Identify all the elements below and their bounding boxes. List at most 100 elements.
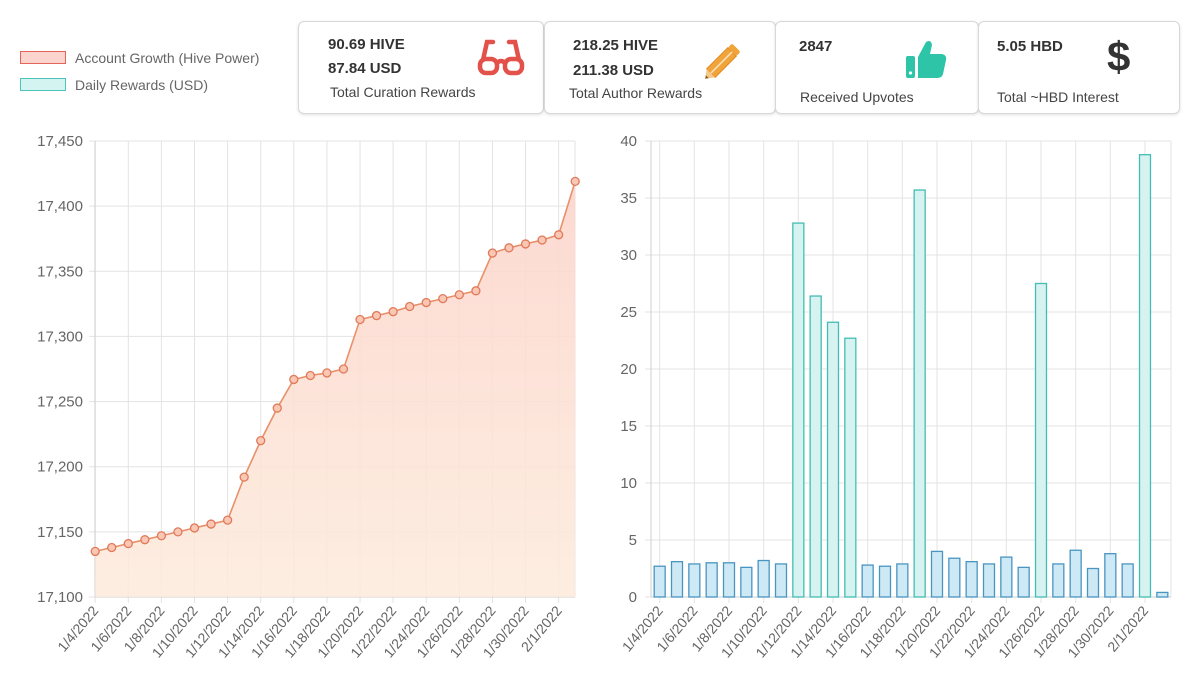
y-tick-label: 30 bbox=[620, 247, 637, 264]
pencil-icon bbox=[703, 37, 747, 86]
data-point-1-24-2022 bbox=[421, 297, 431, 308]
legend-label-daily-rewards: Daily Rewards (USD) bbox=[75, 76, 209, 93]
bar-1-14-2022 bbox=[826, 321, 840, 598]
y-tick-label: 17,150 bbox=[37, 524, 83, 541]
bar-1-15-2022 bbox=[844, 337, 857, 598]
interest-caption: Total ~HBD Interest bbox=[997, 89, 1119, 105]
y-tick-label: 0 bbox=[629, 589, 637, 606]
upvotes-caption: Received Upvotes bbox=[800, 89, 914, 105]
data-point-1-4-2022 bbox=[90, 546, 100, 557]
bar-1-6-2022 bbox=[688, 563, 701, 598]
upvotes-card: 2847 Received Upvotes bbox=[775, 21, 979, 114]
bar-1-22-2022 bbox=[965, 561, 978, 598]
bar-1-10-2022 bbox=[757, 559, 770, 598]
data-point-1-30-2022 bbox=[520, 239, 531, 249]
bar-1-20-2022 bbox=[930, 550, 944, 598]
bar-1-13-2022 bbox=[809, 295, 822, 598]
data-point-1-19-2022 bbox=[338, 364, 349, 374]
data-point-1-28-2022 bbox=[487, 248, 498, 258]
bar-1-25-2022 bbox=[1017, 566, 1030, 598]
bar-1-30-2022 bbox=[1104, 553, 1117, 598]
author-rewards-caption: Total Author Rewards bbox=[569, 85, 703, 101]
y-tick-label: 20 bbox=[620, 361, 637, 378]
data-point-1-15-2022 bbox=[272, 403, 282, 413]
curation-rewards-card: 90.69 HIVE 87.84 USD Total Curation Rewa… bbox=[298, 21, 544, 114]
curation-usd-value: 87.84 USD bbox=[328, 60, 402, 77]
bar-1-18-2022 bbox=[896, 563, 909, 598]
bar-2-1-2022 bbox=[1138, 154, 1152, 598]
data-point-1-11-2022 bbox=[206, 519, 216, 529]
data-point-1-18-2022 bbox=[322, 368, 332, 378]
y-tick-label: 17,300 bbox=[37, 328, 83, 345]
legend-swatch-daily-rewards bbox=[20, 78, 66, 91]
y-tick-label: 17,350 bbox=[37, 263, 83, 280]
bar-1-31-2022 bbox=[1121, 563, 1134, 598]
thumbs-up-icon bbox=[904, 38, 948, 85]
bar-1-21-2022 bbox=[948, 557, 961, 598]
y-tick-label: 17,250 bbox=[37, 394, 83, 411]
data-point-1-23-2022 bbox=[405, 301, 415, 312]
bar-1-29-2022 bbox=[1086, 567, 1100, 598]
legend-item-account-growth[interactable]: Account Growth (Hive Power) bbox=[20, 44, 259, 71]
legend-swatch-account-growth bbox=[20, 51, 66, 64]
curation-rewards-caption: Total Curation Rewards bbox=[330, 84, 476, 100]
data-point-1-10-2022 bbox=[189, 523, 200, 533]
data-point-1-17-2022 bbox=[305, 370, 316, 381]
y-tick-label: 5 bbox=[629, 532, 637, 549]
y-tick-label: 17,100 bbox=[37, 589, 83, 606]
bar-2-2-2022 bbox=[1156, 591, 1169, 598]
data-point-1-20-2022 bbox=[355, 314, 365, 325]
glasses-icon bbox=[477, 38, 525, 83]
bar-1-19-2022 bbox=[913, 189, 926, 598]
bar-1-4-2022 bbox=[653, 565, 666, 598]
y-tick-label: 17,450 bbox=[37, 133, 83, 150]
upvotes-value: 2847 bbox=[799, 38, 833, 55]
data-point-1-6-2022 bbox=[123, 538, 133, 549]
data-point-1-12-2022 bbox=[222, 515, 233, 525]
chart-legend: Account Growth (Hive Power) Daily Reward… bbox=[20, 44, 259, 98]
data-point-2-1-2022 bbox=[553, 230, 564, 240]
author-usd-value: 211.38 USD bbox=[573, 62, 654, 79]
bar-1-8-2022 bbox=[722, 562, 736, 598]
legend-label-account-growth: Account Growth (Hive Power) bbox=[75, 49, 260, 66]
data-point-2-2-2022 bbox=[570, 176, 580, 187]
curation-hive-value: 90.69 HIVE bbox=[328, 36, 405, 53]
y-tick-label: 25 bbox=[620, 304, 637, 321]
y-tick-label: 40 bbox=[620, 133, 637, 150]
y-tick-label: 17,400 bbox=[37, 198, 83, 215]
data-point-1-14-2022 bbox=[256, 436, 266, 446]
account-growth-area bbox=[95, 181, 576, 598]
bar-1-11-2022 bbox=[774, 563, 788, 598]
bar-1-17-2022 bbox=[878, 565, 892, 598]
bar-1-28-2022 bbox=[1069, 549, 1082, 598]
legend-item-daily-rewards[interactable]: Daily Rewards (USD) bbox=[20, 71, 259, 98]
interest-card: 5.05 HBD Total ~HBD Interest $ bbox=[978, 21, 1180, 114]
y-tick-label: 35 bbox=[620, 190, 637, 207]
bar-1-12-2022 bbox=[792, 222, 805, 598]
daily-rewards-chart: 05101520253035401/4/20221/6/20221/8/2022… bbox=[619, 133, 1172, 661]
data-point-1-7-2022 bbox=[140, 535, 150, 545]
data-point-1-27-2022 bbox=[471, 286, 481, 296]
data-point-1-9-2022 bbox=[173, 527, 183, 537]
bar-1-7-2022 bbox=[705, 562, 718, 598]
bar-1-5-2022 bbox=[670, 561, 684, 598]
data-point-1-25-2022 bbox=[438, 293, 448, 304]
account-growth-chart: 17,100 17,150 17,200 17,250 17,300 17,350 17,4… bbox=[37, 133, 580, 661]
dollar-icon: $ bbox=[1107, 33, 1131, 80]
data-point-1-31-2022 bbox=[537, 235, 547, 245]
bar-1-9-2022 bbox=[740, 566, 753, 598]
data-point-1-13-2022 bbox=[239, 472, 249, 482]
data-point-1-5-2022 bbox=[107, 542, 117, 553]
interest-value: 5.05 HBD bbox=[997, 38, 1063, 55]
author-rewards-card: 218.25 HIVE 211.38 USD Total Author Rewa… bbox=[544, 21, 776, 114]
y-tick-label: 15 bbox=[620, 418, 637, 435]
bar-1-23-2022 bbox=[982, 563, 996, 598]
y-tick-label: 10 bbox=[620, 475, 637, 492]
bar-1-16-2022 bbox=[861, 564, 874, 598]
author-hive-value: 218.25 HIVE bbox=[573, 37, 659, 54]
bar-1-27-2022 bbox=[1052, 563, 1065, 598]
y-tick-label: 17,200 bbox=[37, 459, 83, 476]
data-point-1-29-2022 bbox=[504, 243, 514, 253]
data-point-1-21-2022 bbox=[371, 310, 382, 321]
data-point-1-8-2022 bbox=[156, 531, 167, 541]
